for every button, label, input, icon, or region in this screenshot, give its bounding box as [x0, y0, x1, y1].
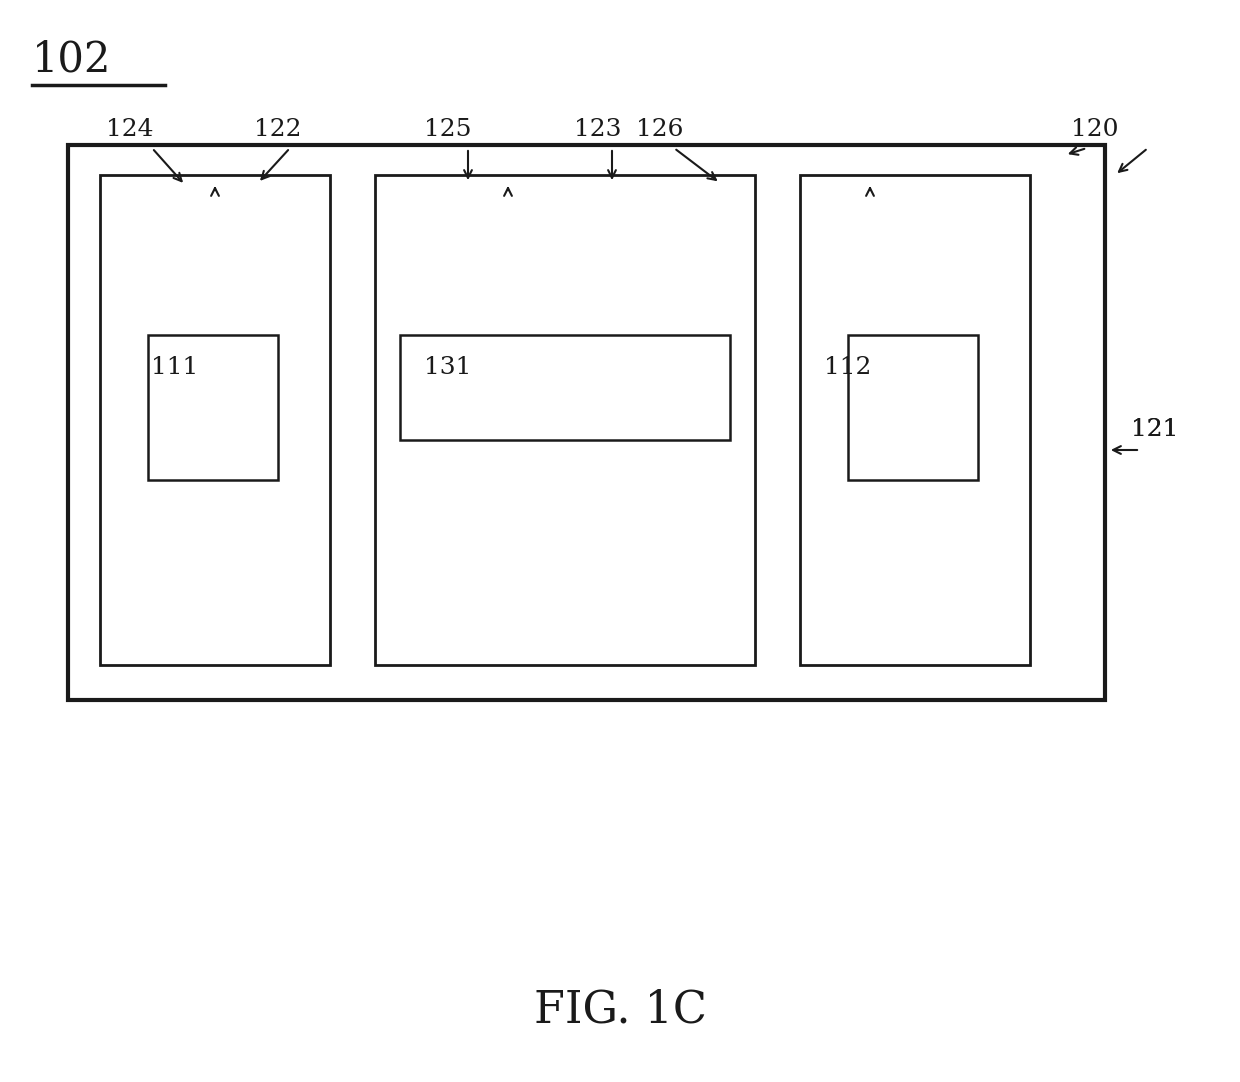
Text: FIG. 1C: FIG. 1C	[533, 989, 707, 1031]
Bar	[848, 335, 978, 480]
Bar	[100, 175, 330, 665]
Text: 111: 111	[151, 356, 198, 380]
Text: 124: 124	[107, 119, 154, 142]
Bar	[800, 175, 1030, 665]
Text: 123: 123	[574, 119, 621, 142]
Text: 122: 122	[254, 119, 301, 142]
Text: 120: 120	[1071, 119, 1118, 142]
Text: 131: 131	[424, 356, 471, 380]
Text: 121: 121	[1131, 419, 1179, 441]
Bar	[68, 145, 1105, 700]
Bar	[401, 335, 730, 440]
Text: 126: 126	[636, 119, 683, 142]
Bar	[148, 335, 278, 480]
Text: 112: 112	[825, 356, 872, 380]
Bar	[374, 175, 755, 665]
Text: 121: 121	[1131, 419, 1179, 441]
Text: 125: 125	[424, 119, 471, 142]
Text: 102: 102	[32, 38, 112, 80]
